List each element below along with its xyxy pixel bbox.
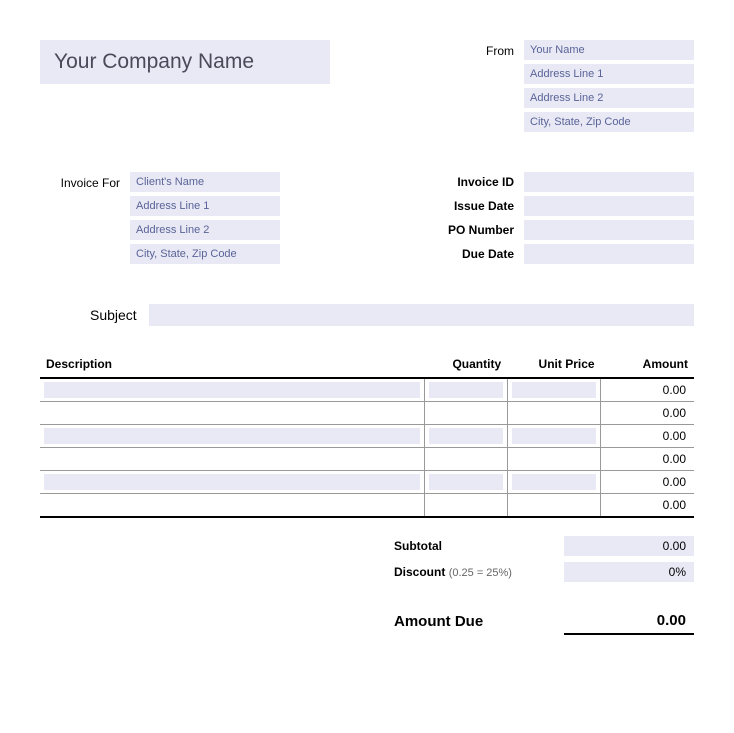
line-desc-input[interactable] bbox=[44, 382, 420, 398]
line-desc-input[interactable] bbox=[44, 405, 420, 421]
table-row: 0.00 bbox=[40, 378, 694, 402]
po-number-input[interactable] bbox=[524, 220, 694, 240]
client-addr2-input[interactable]: Address Line 2 bbox=[130, 220, 280, 240]
line-desc-input[interactable] bbox=[44, 428, 420, 444]
col-amount: Amount bbox=[601, 351, 694, 378]
from-addr1-input[interactable]: Address Line 1 bbox=[524, 64, 694, 84]
line-amount: 0.00 bbox=[601, 378, 694, 402]
line-amount: 0.00 bbox=[601, 425, 694, 448]
line-qty-input[interactable] bbox=[429, 451, 503, 467]
line-price-input[interactable] bbox=[512, 474, 596, 490]
subject-label: Subject bbox=[90, 307, 137, 323]
line-amount: 0.00 bbox=[601, 471, 694, 494]
subject-input[interactable] bbox=[149, 304, 694, 326]
due-date-label: Due Date bbox=[429, 247, 514, 261]
col-quantity: Quantity bbox=[424, 351, 507, 378]
due-date-input[interactable] bbox=[524, 244, 694, 264]
amount-due-label: Amount Due bbox=[394, 613, 554, 630]
table-row: 0.00 bbox=[40, 402, 694, 425]
line-qty-input[interactable] bbox=[429, 428, 503, 444]
line-qty-input[interactable] bbox=[429, 497, 503, 513]
line-desc-input[interactable] bbox=[44, 497, 420, 513]
invoice-id-label: Invoice ID bbox=[429, 175, 514, 189]
client-addr1-input[interactable]: Address Line 1 bbox=[130, 196, 280, 216]
line-desc-input[interactable] bbox=[44, 451, 420, 467]
table-row: 0.00 bbox=[40, 425, 694, 448]
from-label: From bbox=[469, 40, 514, 132]
line-price-input[interactable] bbox=[512, 497, 596, 513]
line-amount: 0.00 bbox=[601, 448, 694, 471]
col-unit-price: Unit Price bbox=[507, 351, 600, 378]
invoice-id-input[interactable] bbox=[524, 172, 694, 192]
from-city-input[interactable]: City, State, Zip Code bbox=[524, 112, 694, 132]
line-qty-input[interactable] bbox=[429, 474, 503, 490]
line-price-input[interactable] bbox=[512, 451, 596, 467]
line-items-table: Description Quantity Unit Price Amount 0… bbox=[40, 351, 694, 518]
line-price-input[interactable] bbox=[512, 405, 596, 421]
client-city-input[interactable]: City, State, Zip Code bbox=[130, 244, 280, 264]
from-addr2-input[interactable]: Address Line 2 bbox=[524, 88, 694, 108]
company-name-input[interactable]: Your Company Name bbox=[40, 40, 330, 84]
table-row: 0.00 bbox=[40, 448, 694, 471]
line-desc-input[interactable] bbox=[44, 474, 420, 490]
line-amount: 0.00 bbox=[601, 402, 694, 425]
line-amount: 0.00 bbox=[601, 494, 694, 518]
discount-value[interactable]: 0% bbox=[564, 562, 694, 582]
line-qty-input[interactable] bbox=[429, 382, 503, 398]
issue-date-label: Issue Date bbox=[429, 199, 514, 213]
table-row: 0.00 bbox=[40, 494, 694, 518]
issue-date-input[interactable] bbox=[524, 196, 694, 216]
col-description: Description bbox=[40, 351, 424, 378]
client-name-input[interactable]: Client's Name bbox=[130, 172, 280, 192]
table-row: 0.00 bbox=[40, 471, 694, 494]
line-price-input[interactable] bbox=[512, 382, 596, 398]
amount-due-value: 0.00 bbox=[564, 608, 694, 635]
discount-label: Discount (0.25 = 25%) bbox=[394, 565, 554, 579]
subtotal-label: Subtotal bbox=[394, 539, 554, 553]
line-price-input[interactable] bbox=[512, 428, 596, 444]
po-number-label: PO Number bbox=[429, 223, 514, 237]
from-name-input[interactable]: Your Name bbox=[524, 40, 694, 60]
invoice-for-label: Invoice For bbox=[40, 172, 120, 264]
subtotal-value: 0.00 bbox=[564, 536, 694, 556]
line-qty-input[interactable] bbox=[429, 405, 503, 421]
